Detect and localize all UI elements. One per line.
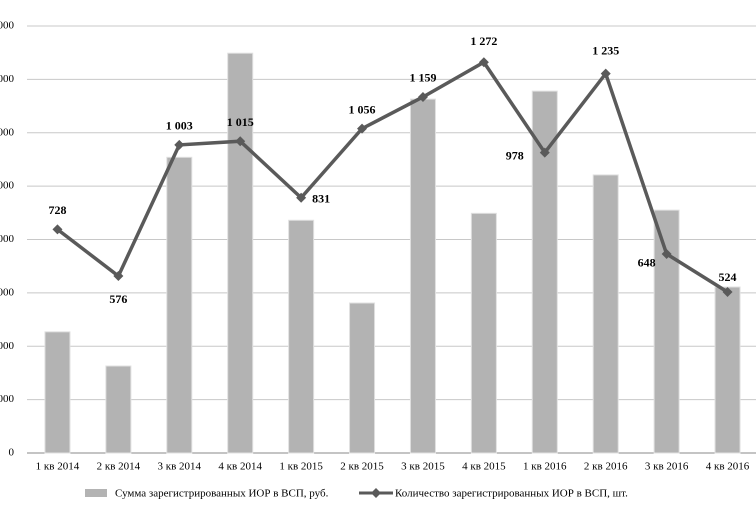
bar <box>227 52 254 454</box>
bar <box>349 302 376 454</box>
marker <box>539 147 550 158</box>
data-label: 1 159 <box>409 71 436 85</box>
x-tick-label: 2 кв 2015 <box>340 461 384 473</box>
legend-label: Сумма зарегистрированных ИОР в ВСП, руб. <box>115 488 329 500</box>
x-tick-label: 3 кв 2016 <box>645 461 689 473</box>
data-label: 728 <box>48 203 66 217</box>
data-label: 576 <box>109 292 127 306</box>
x-tick-label: 1 кв 2016 <box>523 461 567 473</box>
legend-swatch <box>371 488 381 498</box>
bar <box>166 156 193 454</box>
marker <box>174 139 185 150</box>
legend-label: Количество зарегистрированных ИОР в ВСП,… <box>395 488 628 500</box>
y-tick-label: 000 <box>0 233 15 245</box>
marker <box>417 91 428 102</box>
data-label: 524 <box>719 270 737 284</box>
y-tick-label: 000 <box>0 180 15 192</box>
data-label: 648 <box>638 256 656 270</box>
bar <box>44 331 71 454</box>
data-label: 1 235 <box>592 43 619 57</box>
y-tick-label: 000 <box>0 340 15 352</box>
y-tick-label: 000 <box>0 73 15 85</box>
marker <box>235 136 246 147</box>
marker <box>113 271 124 282</box>
bar <box>288 219 315 454</box>
data-label: 1 015 <box>227 115 254 129</box>
data-label: 1 056 <box>349 102 376 116</box>
x-tick-label: 2 кв 2016 <box>584 461 628 473</box>
legend-swatch <box>85 489 107 497</box>
bar <box>714 286 741 454</box>
x-tick-label: 4 кв 2015 <box>462 461 506 473</box>
marker <box>478 57 489 68</box>
x-tick-label: 1 кв 2014 <box>36 461 80 473</box>
x-tick-label: 3 кв 2015 <box>401 461 445 473</box>
y-tick-label: 0 <box>9 447 15 459</box>
data-label: 1 003 <box>166 119 193 133</box>
y-tick-label: 000 <box>0 126 15 138</box>
marker <box>661 248 672 259</box>
x-tick-label: 2 кв 2014 <box>97 461 141 473</box>
marker <box>722 287 733 298</box>
line <box>56 59 729 294</box>
data-label: 1 272 <box>470 34 497 48</box>
data-label: 831 <box>312 191 330 205</box>
bar <box>531 90 558 454</box>
marker <box>600 68 611 79</box>
marker <box>296 192 307 203</box>
bar <box>105 365 132 454</box>
marker <box>52 224 63 235</box>
x-tick-label: 3 кв 2014 <box>158 461 202 473</box>
x-tick-label: 1 кв 2015 <box>279 461 323 473</box>
bar <box>653 209 680 454</box>
y-tick-label: 000 <box>0 286 15 298</box>
marker <box>357 123 368 134</box>
x-tick-label: 4 кв 2014 <box>218 461 262 473</box>
bar <box>470 212 497 454</box>
bar <box>409 98 436 454</box>
data-label: 978 <box>506 148 524 162</box>
y-tick-label: 000 <box>0 393 15 405</box>
x-tick-label: 4 кв 2016 <box>706 461 750 473</box>
bar <box>592 174 619 454</box>
y-tick-label: 000 <box>0 20 15 32</box>
